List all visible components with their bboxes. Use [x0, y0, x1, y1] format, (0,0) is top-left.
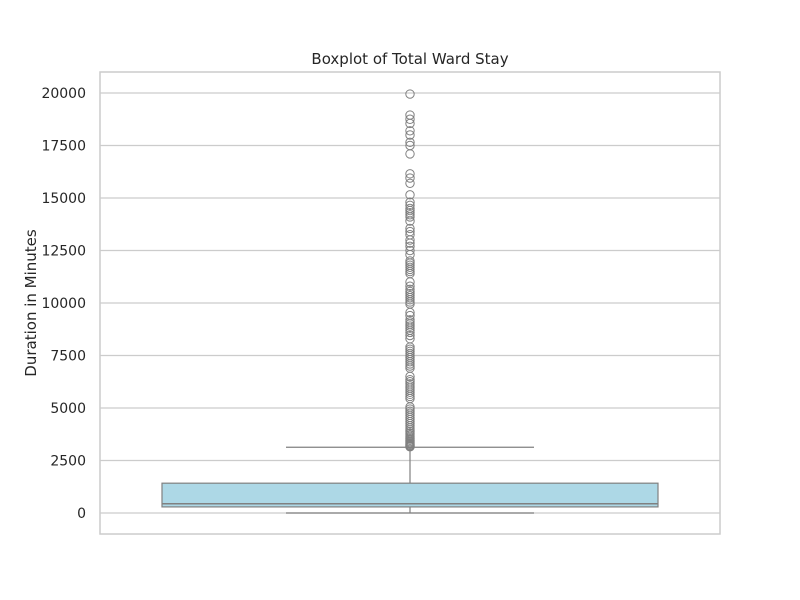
outlier-point	[405, 203, 415, 214]
outlier-point	[405, 284, 415, 295]
box-element	[161, 446, 659, 514]
outlier-point	[405, 241, 415, 252]
outlier-point	[405, 89, 415, 99]
y-tick-17500: 17500	[41, 139, 86, 155]
outlier-point	[405, 330, 415, 341]
y-tick-15000: 15000	[41, 191, 86, 207]
outlier-point	[405, 149, 415, 159]
outlier-point	[405, 200, 415, 211]
outlier-points	[405, 89, 415, 452]
outlier-point	[405, 169, 415, 179]
outlier-point	[405, 197, 415, 207]
outlier-point	[405, 281, 415, 291]
outlier-point	[405, 110, 415, 120]
y-tick-5000: 5000	[50, 401, 86, 417]
outlier-point	[405, 114, 415, 124]
chart-title: Boxplot of Total Ward Stay	[311, 50, 508, 68]
outlier-point	[405, 374, 415, 385]
y-tick-10000: 10000	[41, 296, 86, 312]
outlier-point	[405, 173, 415, 183]
outlier-point	[405, 126, 415, 136]
outlier-point	[405, 230, 415, 240]
plot-frame	[99, 71, 721, 535]
iqr-box	[161, 482, 659, 508]
outlier-point	[405, 223, 415, 234]
y-tick-0: 0	[77, 506, 86, 522]
y-axis-label: Duration in Minutes	[22, 229, 40, 377]
outlier-point	[405, 256, 415, 266]
outlier-point	[405, 315, 415, 325]
y-tick-7500: 7500	[50, 349, 86, 365]
y-tick-20000: 20000	[41, 86, 86, 102]
outlier-point	[405, 137, 415, 148]
y-tick-labels: 0 2500 5000 7500 10000 12500 15000 17500 20000	[41, 86, 86, 522]
outlier-point	[405, 140, 415, 151]
y-tick-2500: 2500	[50, 454, 86, 470]
outlier-point	[405, 178, 415, 189]
outlier-point	[405, 226, 415, 237]
outlier-point	[405, 310, 415, 321]
y-tick-12500: 12500	[41, 244, 86, 260]
outlier-point	[405, 130, 415, 140]
outlier-point	[405, 245, 415, 256]
outlier-point	[405, 190, 415, 200]
